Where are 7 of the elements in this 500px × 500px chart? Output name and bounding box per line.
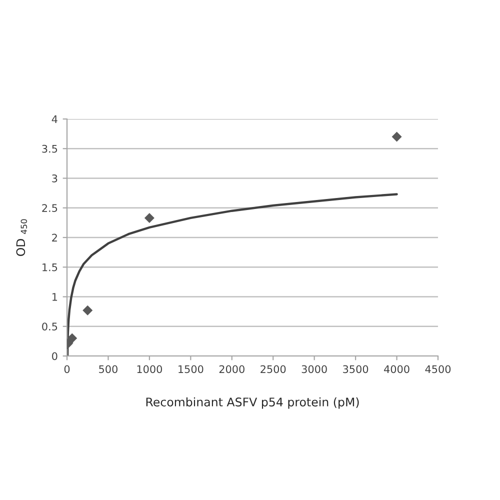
y-tick-label: 2.5 bbox=[42, 204, 58, 212]
x-tick-label: 4500 bbox=[425, 365, 451, 374]
x-tick-label: 4000 bbox=[384, 365, 410, 374]
y-tick-label: 3.5 bbox=[42, 144, 58, 153]
point bbox=[392, 132, 402, 142]
y-tick-label: 3 bbox=[52, 174, 58, 182]
y-tick-label: 4 bbox=[52, 115, 58, 123]
